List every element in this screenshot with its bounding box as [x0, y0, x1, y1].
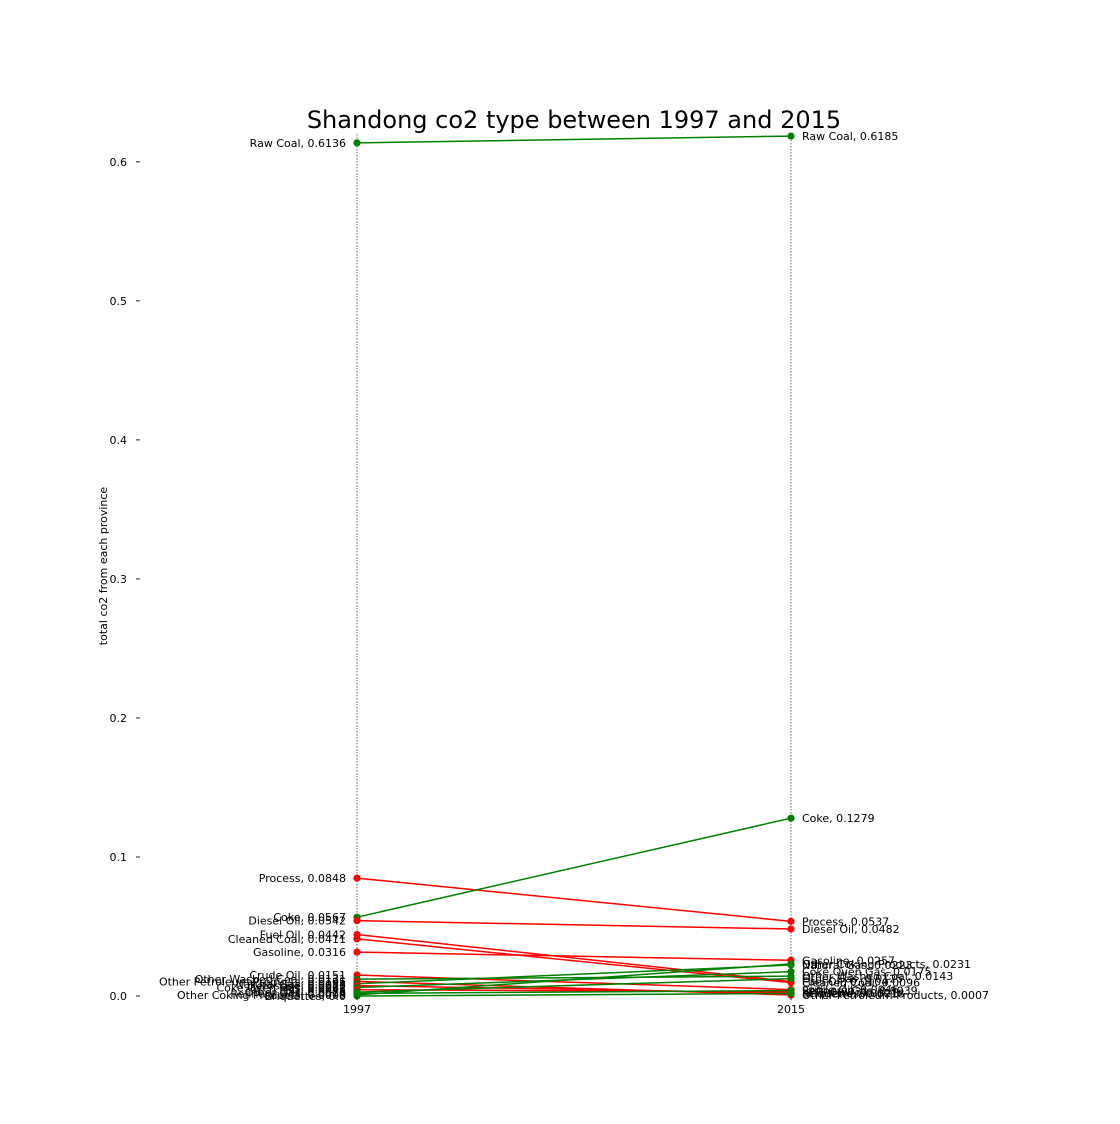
y-tick-label: 0.3 — [110, 573, 128, 586]
data-label-2015: Gasoline, 0.0257 — [802, 954, 895, 967]
x-axis-ticks: 1997 2015 — [343, 996, 805, 1016]
y-tick-label: 0.1 — [110, 851, 128, 864]
data-point-1997 — [353, 917, 361, 925]
y-tick-label: 0.2 — [110, 712, 128, 725]
data-label-2015: Cleaned Coal, 0.0096 — [802, 977, 920, 990]
series-line — [356, 963, 792, 996]
data-label-2015: Crude Oil, 0.0046 — [802, 984, 899, 997]
data-label-2015: Other Gas, 0.0125 — [802, 973, 903, 986]
data-label-1997: Fuel Oil, 0.0442 — [260, 929, 346, 942]
data-label-2015: Process, 0.0537 — [802, 915, 889, 928]
data-label-2015: LPG, 0.0031 — [802, 986, 869, 999]
y-tick-label: 0.6 — [110, 156, 128, 169]
data-point-1997 — [353, 948, 361, 956]
data-label-2015: Kerosene, 0.0021 — [802, 987, 898, 1000]
data-point-2015 — [787, 814, 795, 822]
data-label-2015: Coke, 0.1279 — [802, 812, 875, 825]
data-point-2015 — [787, 132, 795, 140]
data-point-1997 — [353, 935, 361, 943]
data-label-1997: Raw Coal, 0.6136 — [250, 137, 346, 150]
x-tick-label: 1997 — [343, 1003, 371, 1016]
data-label-1997: Diesel Oil, 0.0542 — [248, 915, 346, 928]
data-point-2015 — [787, 968, 795, 976]
data-point-2015 — [787, 925, 795, 933]
data-point-2015 — [787, 975, 795, 983]
series-labels: Raw Coal, 0.6136 Raw Coal, 0.6185 Process,… — [159, 130, 989, 1003]
data-point-2015 — [787, 917, 795, 925]
data-label-1997: Other Gas, 0.0028 — [245, 986, 346, 999]
data-label-2015: Refinery Gas, 0.0039 — [802, 985, 918, 998]
chart-title: Shandong co2 type between 1997 and 2015 — [307, 106, 841, 134]
series-lines — [356, 135, 792, 997]
data-label-2015: Other Petroleum Products, 0.0007 — [802, 989, 989, 1002]
data-label-1997: Crude Oil, 0.0151 — [249, 969, 346, 982]
data-point-2015 — [787, 989, 795, 998]
data-label-1997: Briquettes, 0.0 — [265, 990, 346, 1003]
data-label-1997: Kerosene, 0.0075 — [250, 980, 346, 993]
data-label-2015: Natural Gas, 0.0223 — [802, 959, 913, 972]
data-point-2015 — [787, 960, 795, 968]
series-line — [356, 964, 792, 985]
data-label-1997: Coke Oven Gas, 0.0061 — [216, 982, 346, 995]
data-label-1997: Other Coking Products, 0.0008 — [177, 989, 346, 1002]
y-tick-label: 0.4 — [110, 434, 128, 447]
series-line — [356, 817, 792, 918]
series-line — [356, 992, 792, 997]
y-tick-label: 0.0 — [110, 990, 128, 1003]
data-label-1997: Process, 0.0848 — [259, 872, 346, 885]
y-axis-label: total co2 from each province — [97, 487, 110, 646]
series-line — [356, 980, 792, 996]
data-label-2015: Raw Coal, 0.6185 — [802, 130, 898, 143]
series-line — [356, 938, 792, 984]
series-line — [356, 919, 792, 930]
data-label-1997: Other Washed Coal, 0.0121 — [195, 973, 346, 986]
vertical-guides — [356, 134, 792, 996]
data-label-2015: Coke Oven Gas, 0.0175 — [802, 966, 932, 979]
data-label-1997: Gasoline, 0.0316 — [253, 946, 346, 959]
data-label-1997: Natural Gas, 0.0088 — [235, 978, 346, 991]
y-tick-label: 0.5 — [110, 295, 128, 308]
x-tick-label: 2015 — [777, 1003, 805, 1016]
data-label-1997: LPG, 0.0045 — [279, 984, 346, 997]
data-label-1997: Cleaned Coal, 0.0411 — [228, 933, 346, 946]
series-points — [353, 132, 795, 1000]
series-line — [356, 951, 792, 962]
data-label-1997: Refinery Gas, 0.0019 — [230, 987, 346, 1000]
data-label-2015: Other Washed Coal, 0.0143 — [802, 970, 953, 983]
y-axis: 0.0 0.1 0.2 0.3 0.4 0.5 0.6 — [110, 156, 140, 1003]
series-line — [356, 135, 792, 144]
data-label-2015: Briquettes, 0.0018 — [802, 987, 904, 1000]
series-line — [356, 989, 792, 995]
data-label-2015: Other Coking Products, 0.0231 — [802, 958, 971, 971]
data-label-2015: Diesel Oil, 0.0482 — [802, 923, 900, 936]
data-point-1997 — [353, 874, 361, 882]
data-label-2015: Fuel Oil, 0.0104 — [802, 976, 888, 989]
series-line — [356, 974, 792, 991]
series-line — [356, 877, 792, 923]
data-point-1997 — [353, 139, 361, 147]
data-label-1997: Coke, 0.0567 — [273, 911, 346, 924]
data-label-1997: Other Petroleum Products, 0.0105 — [159, 975, 346, 988]
series-line — [356, 975, 792, 980]
